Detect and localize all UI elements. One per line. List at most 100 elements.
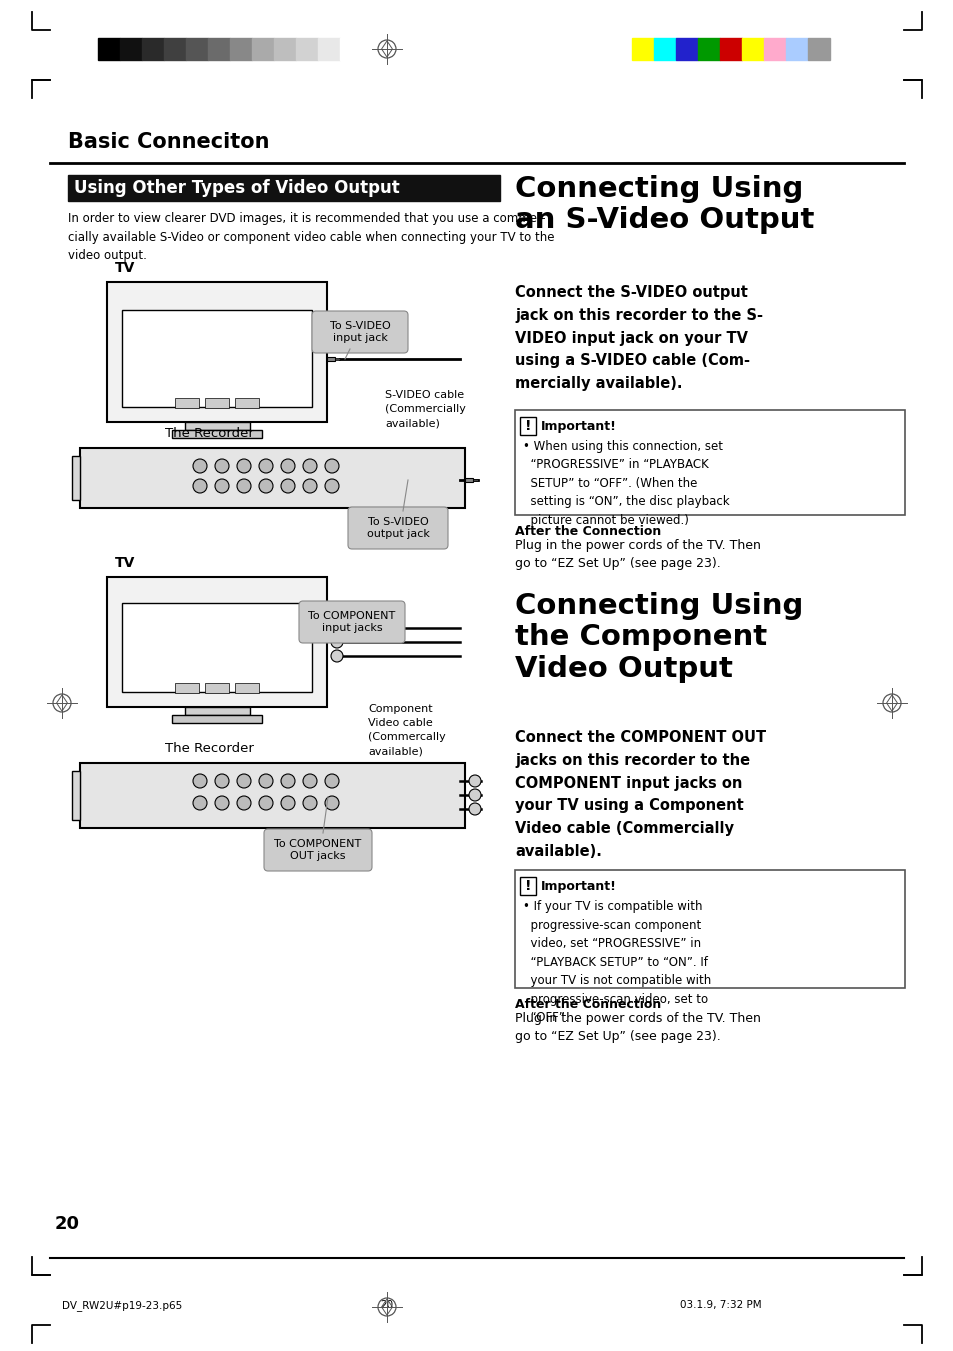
Circle shape (214, 480, 229, 493)
Text: 20: 20 (55, 1215, 80, 1233)
Text: S-VIDEO cable
(Commercially
available): S-VIDEO cable (Commercially available) (385, 390, 465, 428)
Bar (164, 38, 186, 59)
Circle shape (331, 650, 343, 662)
Text: In order to view clearer DVD images, it is recommended that you use a commer-
ci: In order to view clearer DVD images, it … (68, 212, 554, 262)
Text: Important!: Important! (540, 880, 617, 893)
Circle shape (325, 796, 338, 811)
Bar (174, 684, 199, 693)
Bar (107, 282, 327, 422)
Circle shape (325, 480, 338, 493)
Circle shape (258, 459, 273, 473)
Bar (71, 771, 80, 820)
Text: TV: TV (115, 261, 135, 276)
Bar (107, 577, 327, 707)
Circle shape (469, 802, 480, 815)
Bar (205, 684, 229, 693)
Bar (317, 38, 339, 59)
Bar (122, 603, 312, 692)
Text: !: ! (524, 419, 531, 434)
Text: Plug in the power cords of the TV. Then
go to “EZ Set Up” (see page 23).: Plug in the power cords of the TV. Then … (515, 539, 760, 570)
Bar (98, 38, 120, 59)
Bar (252, 38, 274, 59)
Bar (274, 38, 295, 59)
Circle shape (303, 796, 316, 811)
Bar (339, 38, 361, 59)
Text: The Recorder: The Recorder (165, 742, 253, 755)
Bar (230, 38, 252, 59)
Circle shape (469, 775, 480, 788)
Bar (185, 422, 250, 430)
Text: Connecting Using
the Component
Video Output: Connecting Using the Component Video Out… (515, 592, 802, 682)
Text: Plug in the power cords of the TV. Then
go to “EZ Set Up” (see page 23).: Plug in the power cords of the TV. Then … (515, 1012, 760, 1043)
Bar (208, 38, 230, 59)
Text: To S-VIDEO
input jack: To S-VIDEO input jack (330, 322, 390, 343)
Text: !: ! (524, 880, 531, 893)
Text: TV: TV (115, 557, 135, 570)
Text: Connect the S-VIDEO output
jack on this recorder to the S-
VIDEO input jack on y: Connect the S-VIDEO output jack on this … (515, 285, 762, 392)
Circle shape (214, 459, 229, 473)
Circle shape (193, 774, 207, 788)
Bar (515, 870, 904, 988)
Circle shape (236, 459, 251, 473)
Bar (185, 707, 250, 715)
Text: • If your TV is compatible with
  progressive-scan component
  video, set “PROGR: • If your TV is compatible with progress… (522, 900, 711, 1024)
Circle shape (281, 796, 294, 811)
Bar (80, 763, 464, 828)
Bar (698, 38, 720, 59)
Circle shape (331, 636, 343, 648)
Circle shape (236, 480, 251, 493)
Bar (120, 38, 142, 59)
Circle shape (303, 480, 316, 493)
Circle shape (193, 480, 207, 493)
Circle shape (303, 774, 316, 788)
Bar (676, 38, 698, 59)
Bar (785, 38, 807, 59)
Circle shape (325, 774, 338, 788)
FancyBboxPatch shape (298, 601, 405, 643)
Text: • When using this connection, set
  “PROGRESSIVE” in “PLAYBACK
  SETUP” to “OFF”: • When using this connection, set “PROGR… (522, 440, 729, 527)
Text: To S-VIDEO
output jack: To S-VIDEO output jack (366, 517, 429, 539)
Circle shape (236, 774, 251, 788)
Text: After the Connection: After the Connection (515, 526, 660, 538)
Text: Connect the COMPONENT OUT
jacks on this recorder to the
COMPONENT input jacks on: Connect the COMPONENT OUT jacks on this … (515, 730, 765, 859)
Text: The Recorder: The Recorder (165, 427, 253, 440)
Text: 03.1.9, 7:32 PM: 03.1.9, 7:32 PM (679, 1300, 760, 1310)
Bar (234, 399, 258, 408)
FancyBboxPatch shape (264, 830, 372, 871)
Circle shape (281, 774, 294, 788)
Text: Component
Video cable
(Commercally
available): Component Video cable (Commercally avail… (368, 704, 445, 757)
Bar (80, 449, 464, 508)
Text: Important!: Important! (540, 420, 617, 434)
Bar (515, 409, 904, 515)
Bar (327, 357, 335, 361)
Circle shape (214, 774, 229, 788)
Text: After the Connection: After the Connection (515, 998, 660, 1011)
Circle shape (469, 789, 480, 801)
Bar (186, 38, 208, 59)
Text: DV_RW2U#p19-23.p65: DV_RW2U#p19-23.p65 (62, 1300, 182, 1310)
Bar (172, 715, 262, 723)
Circle shape (236, 796, 251, 811)
Bar (807, 38, 829, 59)
Text: To COMPONENT
OUT jacks: To COMPONENT OUT jacks (274, 839, 361, 861)
Circle shape (331, 621, 343, 634)
Bar (205, 399, 229, 408)
Text: 20: 20 (380, 1300, 394, 1310)
Bar (122, 309, 312, 407)
Text: To COMPONENT
input jacks: To COMPONENT input jacks (308, 611, 395, 632)
FancyBboxPatch shape (312, 311, 408, 353)
Bar (654, 38, 676, 59)
Circle shape (281, 459, 294, 473)
Text: Using Other Types of Video Output: Using Other Types of Video Output (74, 178, 399, 197)
Bar (335, 358, 339, 359)
Circle shape (258, 480, 273, 493)
Circle shape (214, 796, 229, 811)
Bar (142, 38, 164, 59)
Circle shape (303, 459, 316, 473)
Bar (519, 417, 536, 435)
Circle shape (258, 796, 273, 811)
Bar (172, 430, 262, 438)
Bar (234, 684, 258, 693)
Bar (295, 38, 317, 59)
Bar (519, 877, 536, 894)
